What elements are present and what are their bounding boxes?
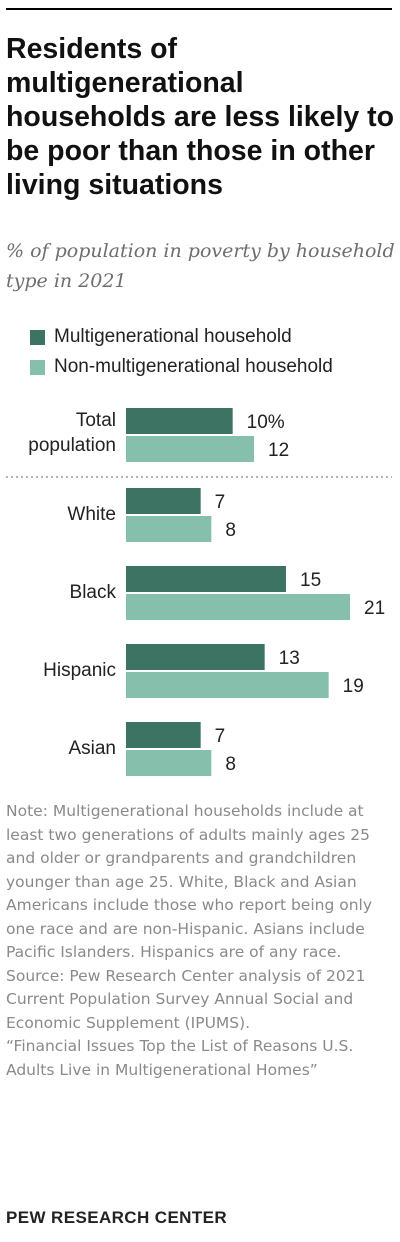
data-label-multi-black: 15 (300, 570, 321, 591)
category-label-black: Black (70, 582, 117, 603)
bar-multi-asian (126, 722, 201, 748)
bar-multi-hispanic (126, 644, 265, 670)
data-label-non-multi-total-population: 12 (268, 440, 289, 461)
bar-multi-white (126, 488, 201, 514)
data-label-non-multi-hispanic: 19 (343, 676, 364, 697)
legend-item-non-multi: Non-multigenerational household (30, 352, 333, 382)
data-label-non-multi-asian: 8 (225, 754, 236, 775)
category-label-total-population: Total (76, 410, 116, 431)
legend: Multigenerational household Non-multigen… (30, 322, 333, 382)
bar-non-multi-black (126, 594, 350, 620)
legend-swatch-non-multi (30, 359, 45, 375)
bar-non-multi-asian (126, 750, 212, 776)
brand-logo-text: PEW RESEARCH CENTER (6, 1208, 228, 1227)
data-label-multi-asian: 7 (215, 726, 226, 747)
data-label-multi-hispanic: 13 (279, 648, 300, 669)
notes: Note: Multigenerational households inclu… (6, 800, 396, 1082)
legend-label-multi: Multigenerational household (54, 326, 292, 347)
data-label-multi-white: 7 (215, 492, 226, 513)
bar-non-multi-hispanic (126, 672, 329, 698)
category-label-asian: Asian (68, 738, 116, 759)
bar-chart: Total population 10% 12 White 7 8 Black 15 21 Hisp… (6, 408, 392, 776)
category-label-white: White (67, 504, 116, 525)
category-label-hispanic: Hispanic (43, 660, 116, 681)
legend-swatch-multi (30, 329, 45, 345)
report-title: “Financial Issues Top the List of Reason… (6, 1037, 354, 1079)
chart-subtitle: % of population in poverty by household … (6, 240, 395, 292)
data-label-non-multi-white: 8 (225, 520, 236, 541)
legend-item-multi: Multigenerational household (30, 322, 333, 352)
data-label-multi-total-population: 10% (247, 412, 285, 433)
data-label-non-multi-black: 21 (364, 598, 385, 619)
top-rule (6, 8, 392, 10)
bar-multi-black (126, 566, 286, 592)
legend-label-non-multi: Non-multigenerational household (54, 356, 333, 377)
source-text: Source: Pew Research Center analysis of … (6, 966, 366, 1032)
note-text: Note: Multigenerational households inclu… (6, 802, 373, 961)
bar-non-multi-total-population (126, 436, 254, 462)
category-label-total-population: population (28, 435, 116, 456)
chart-title: Residents of multigenerational household… (6, 33, 395, 201)
bar-non-multi-white (126, 516, 212, 542)
bar-multi-total-population (126, 408, 233, 434)
